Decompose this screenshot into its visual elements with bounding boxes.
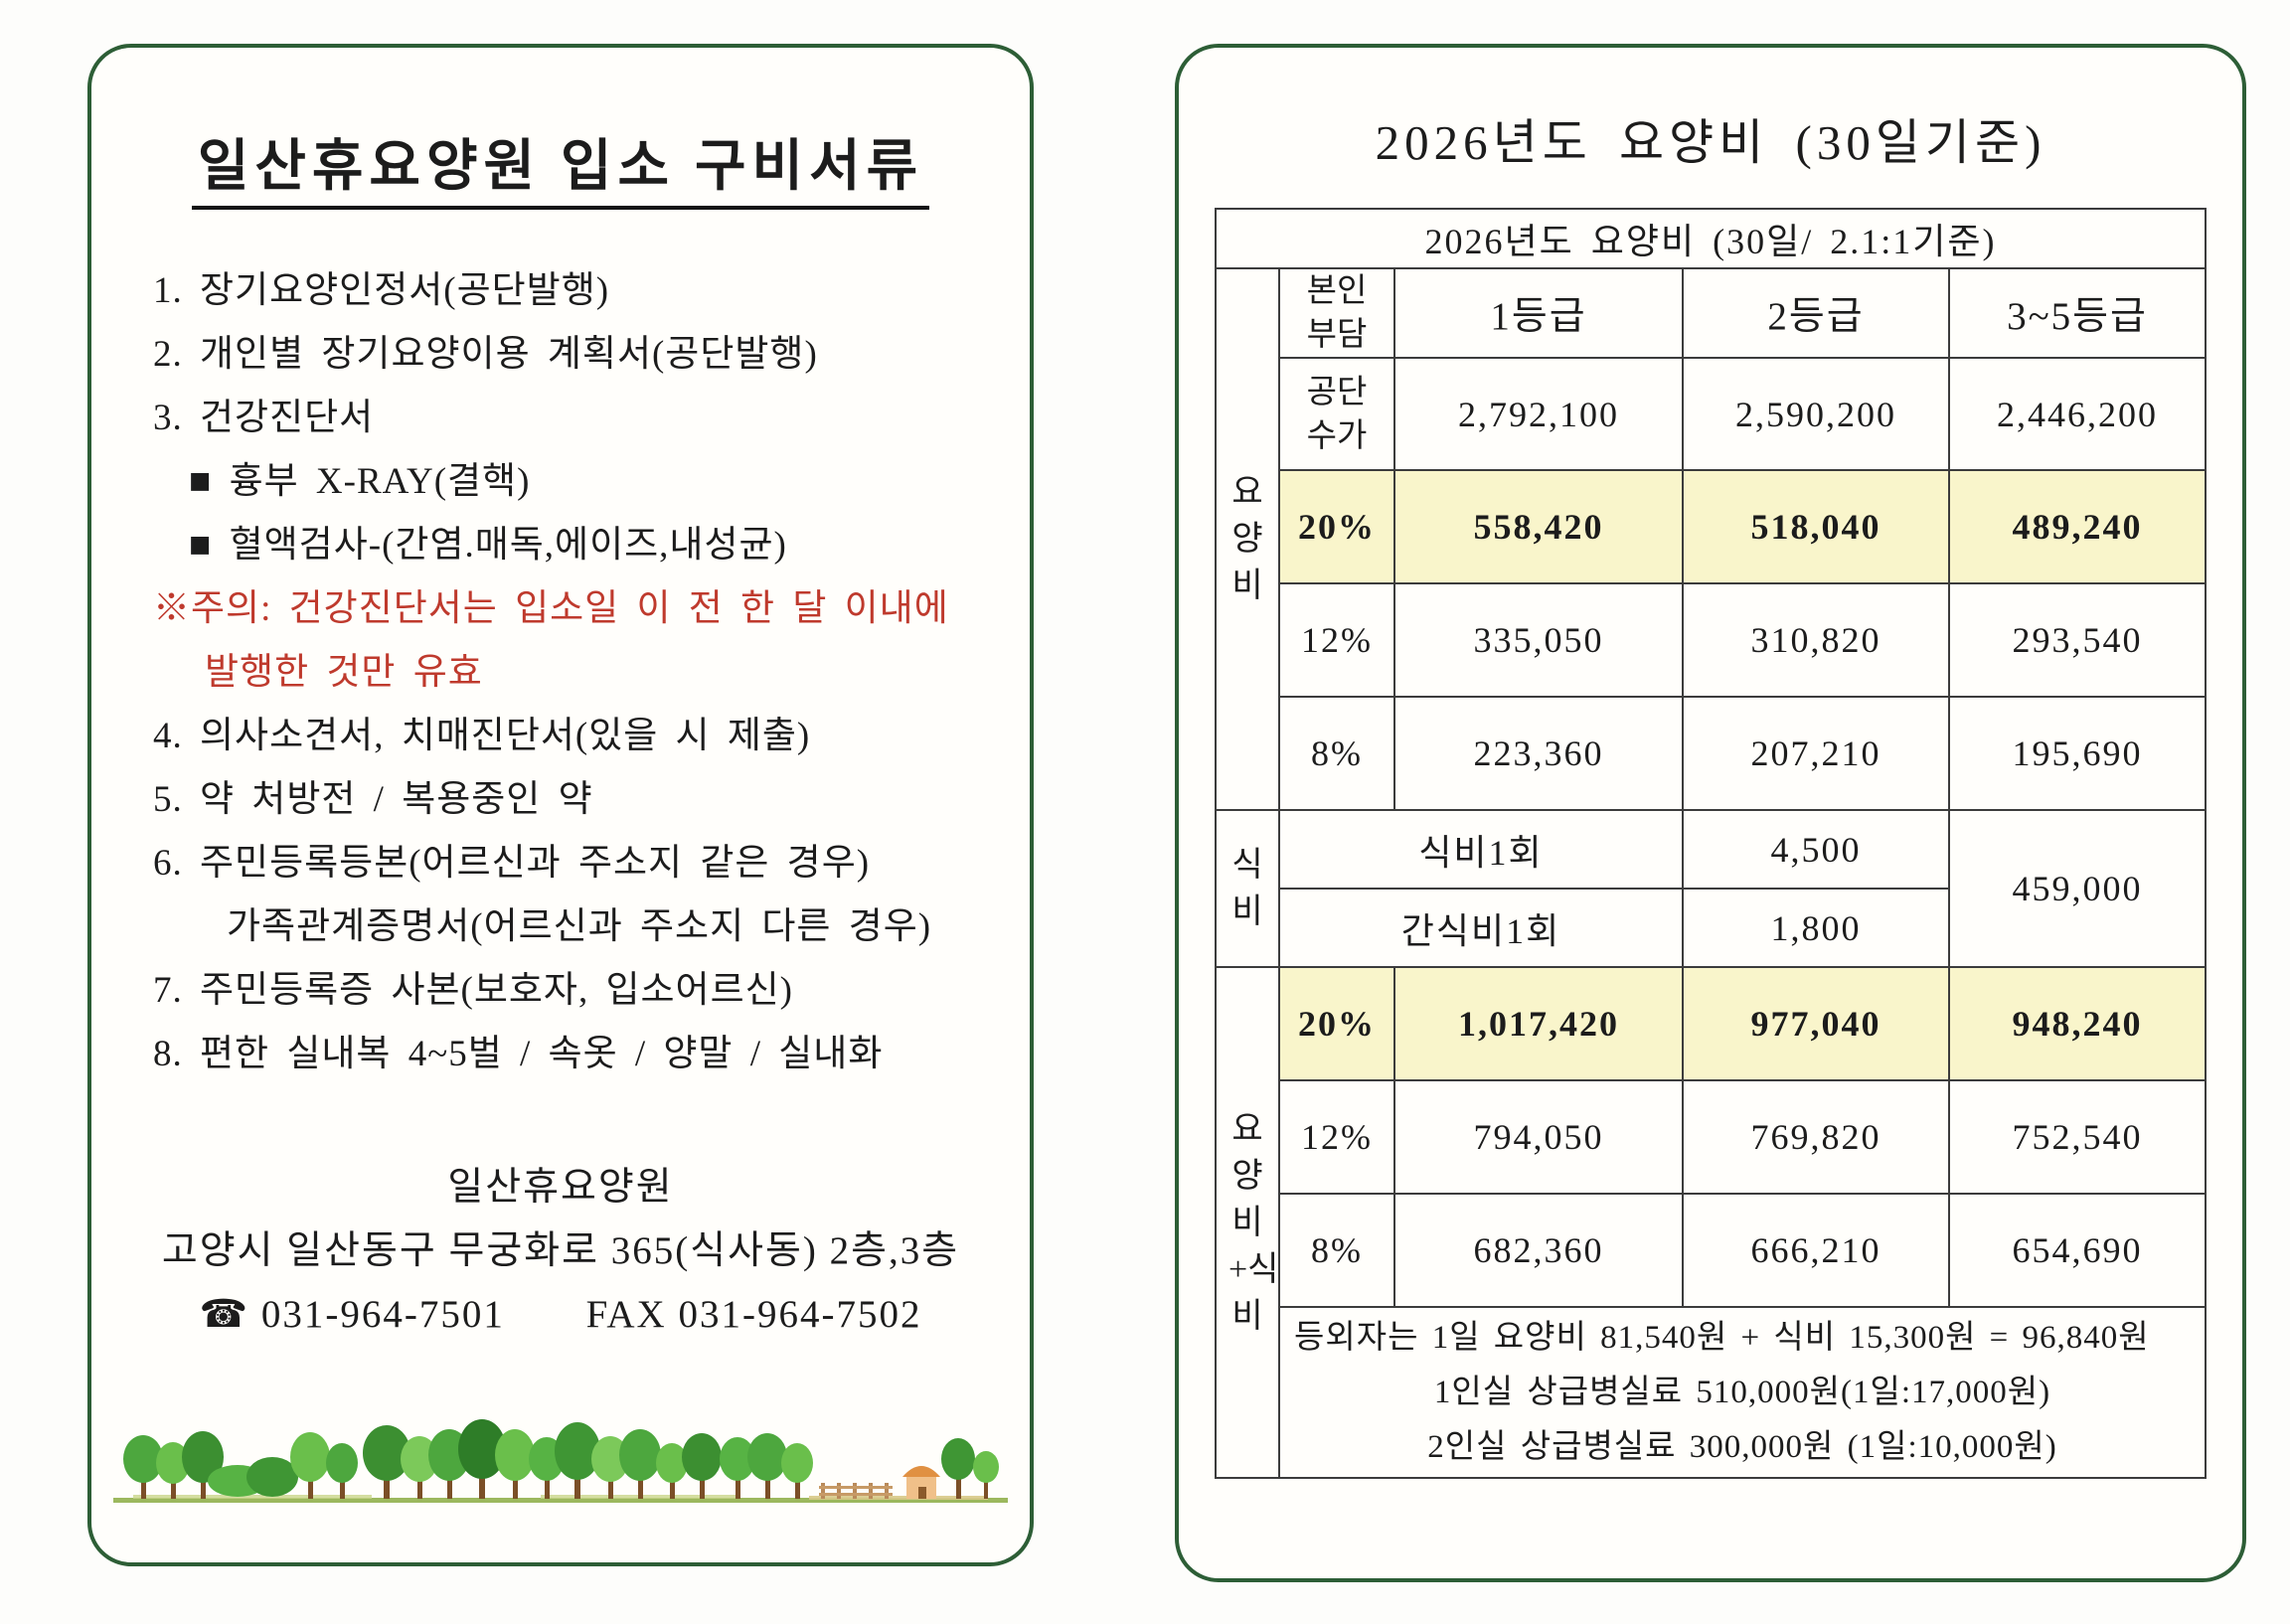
fee-cell: 666,210 (1682, 1193, 1950, 1308)
meal-monthly-total: 459,000 (1948, 809, 2207, 968)
note-double-room: 2인실 상급병실료 300,000원 (1일:10,000원) (1427, 1428, 2057, 1465)
fee-cell: 558,420 (1393, 469, 1684, 584)
fee-cell: 223,360 (1393, 696, 1684, 811)
side-label-care-plus-meal: 요양비+식비 (1215, 966, 1280, 1479)
fee-table: 2026년도 요양비 (30일/ 2.1:1기준) 요양비 본인부담 1등급 2… (1215, 208, 2207, 1479)
fee-table-card: 2026년도 요양비 (30일기준) 2026년도 요양비 (30일/ 2.1:… (1175, 44, 2246, 1582)
list-item-6: 6. 주민등록등본(어르신과 주소지 같은 경우) (153, 843, 871, 884)
document-list: 1. 장기요양인정서(공단발행) 2. 개인별 장기요양이용 계획서(공단발행)… (153, 259, 1030, 1086)
fee-cell: 654,690 (1948, 1193, 2207, 1308)
list-item-2: 2. 개인별 장기요양이용 계획서(공단발행) (153, 334, 818, 375)
rate-label-20: 20% (1278, 966, 1395, 1081)
fee-cell: 207,210 (1682, 696, 1950, 811)
rate-label-12: 12% (1278, 582, 1395, 698)
list-item-8: 8. 편한 실내복 4~5벌 / 속옷 / 양말 / 실내화 (153, 1034, 884, 1074)
left-card-title: 일산휴요양원 입소 구비서류 (91, 121, 1030, 210)
facility-footer: 일산휴요양원 고양시 일산동구 무궁화로 365(식사동) 2층,3층 ☎ 03… (91, 1156, 1030, 1347)
fee-cell: 2,792,100 (1393, 357, 1684, 471)
list-item-xray: ■ 흉부 X-RAY(결핵) (189, 461, 531, 502)
fax-number: FAX 031-964-7502 (585, 1293, 922, 1336)
table-notes: 등외자는 1일 요양비 81,540원 + 식비 15,300원 = 96,84… (1278, 1306, 2207, 1479)
fee-cell: 293,540 (1948, 582, 2207, 698)
rate-label-20: 20% (1278, 469, 1395, 584)
fee-cell: 977,040 (1682, 966, 1950, 1081)
facility-address: 고양시 일산동구 무궁화로 365(식사동) 2층,3층 (161, 1229, 960, 1272)
col-header-grade-2: 2등급 (1682, 267, 1950, 359)
list-item-6-cont: 가족관계증명서(어르신과 주소지 다른 경우) (227, 906, 932, 947)
list-item-4: 4. 의사소견서, 치매진단서(있을 시 제출) (153, 716, 811, 756)
note-outside-grade: 등외자는 1일 요양비 81,540원 + 식비 15,300원 = 96,84… (1294, 1319, 2150, 1356)
fee-cell: 489,240 (1948, 469, 2207, 584)
list-item-blood: ■ 혈액검사-(간염.매독,에이즈,내성균) (189, 525, 787, 566)
facility-name: 일산휴요양원 (447, 1166, 674, 1209)
forest-illustration (113, 1419, 1008, 1503)
rate-label-12: 12% (1278, 1079, 1395, 1195)
col-header-grade-1: 1등급 (1393, 267, 1684, 359)
contact-row: ☎ 031-964-7501 FAX 031-964-7502 (91, 1283, 1030, 1347)
fee-cell: 752,540 (1948, 1079, 2207, 1195)
fee-cell: 518,040 (1682, 469, 1950, 584)
fee-cell: 769,820 (1682, 1079, 1950, 1195)
fee-cell: 195,690 (1948, 696, 2207, 811)
col-header-grade-35: 3~5등급 (1948, 267, 2207, 359)
list-item-1: 1. 장기요양인정서(공단발행) (153, 270, 610, 311)
meal-item-name: 식비1회 (1278, 809, 1684, 890)
fee-cell: 794,050 (1393, 1079, 1684, 1195)
fee-cell: 948,240 (1948, 966, 2207, 1081)
rate-label-8: 8% (1278, 696, 1395, 811)
meal-item-price: 4,500 (1682, 809, 1950, 890)
warning-line-1: ※주의: 건강진단서는 입소일 이 전 한 달 이내에 (153, 588, 949, 629)
col-header-self-burden: 본인부담 (1278, 267, 1395, 359)
fee-cell: 2,446,200 (1948, 357, 2207, 471)
list-item-5: 5. 약 처방전 / 복용중인 약 (153, 779, 593, 820)
meal-item-price: 1,800 (1682, 888, 1950, 968)
row-label-gongdan-rate: 공단수가 (1278, 357, 1395, 471)
fee-cell: 1,017,420 (1393, 966, 1684, 1081)
fee-cell: 682,360 (1393, 1193, 1684, 1308)
note-single-room: 1인실 상급병실료 510,000원(1일:17,000원) (1433, 1374, 2051, 1410)
side-label-care-fee: 요양비 (1215, 267, 1280, 811)
left-card-title-text: 일산휴요양원 입소 구비서류 (191, 136, 930, 210)
fee-cell: 335,050 (1393, 582, 1684, 698)
admission-documents-card: 일산휴요양원 입소 구비서류 1. 장기요양인정서(공단발행) 2. 개인별 장… (87, 44, 1034, 1566)
fee-cell: 310,820 (1682, 582, 1950, 698)
list-item-7: 7. 주민등록증 사본(보호자, 입소어르신) (153, 970, 793, 1011)
warning-line-2: 발행한 것만 유효 (205, 652, 483, 693)
phone-number: ☎ 031-964-7501 (199, 1293, 505, 1336)
fee-cell: 2,590,200 (1682, 357, 1950, 471)
side-label-meal-fee: 식비 (1215, 809, 1280, 968)
fee-table-title: 2026년도 요양비 (30일기준) (1375, 115, 2046, 170)
rate-label-8: 8% (1278, 1193, 1395, 1308)
meal-item-name: 간식비1회 (1278, 888, 1684, 968)
table-caption: 2026년도 요양비 (30일/ 2.1:1기준) (1215, 208, 2207, 269)
list-item-3: 3. 건강진단서 (153, 398, 375, 438)
